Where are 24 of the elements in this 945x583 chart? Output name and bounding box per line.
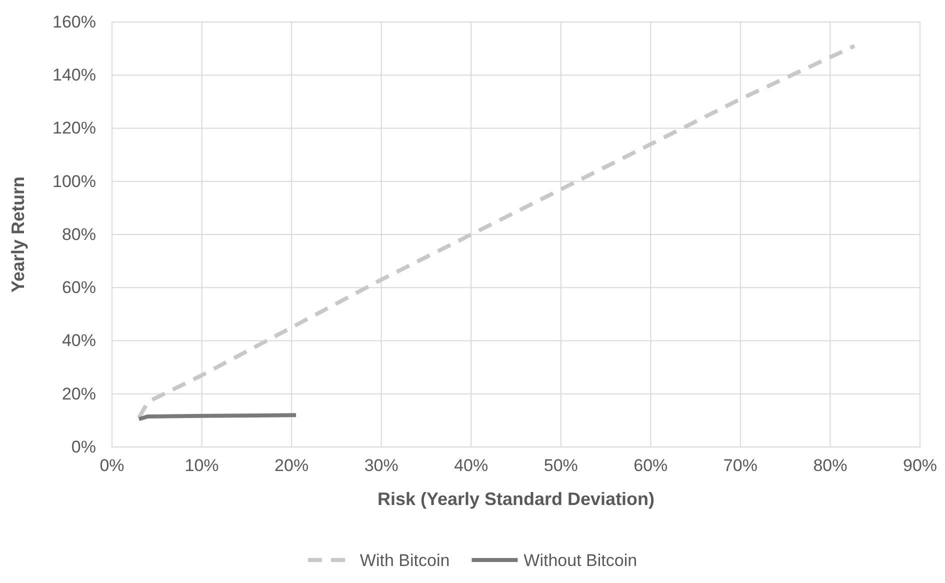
legend-label: Without Bitcoin: [524, 551, 638, 570]
y-tick-label: 100%: [52, 172, 96, 191]
x-tick-label: 0%: [100, 456, 124, 476]
x-tick-label: 70%: [723, 456, 758, 476]
y-tick-label: 20%: [62, 384, 96, 404]
y-tick-label: 0%: [71, 437, 96, 456]
y-tick-label: 80%: [62, 224, 96, 244]
x-tick-label: 30%: [364, 456, 398, 476]
y-tick-label: 140%: [52, 66, 96, 85]
x-tick-label: 10%: [184, 456, 219, 476]
y-tick-label: 40%: [62, 331, 96, 350]
y-tick-label: 60%: [62, 278, 96, 298]
x-axis-title: Risk (Yearly Standard Deviation): [377, 489, 655, 509]
x-tick-label: 90%: [902, 456, 938, 476]
y-tick-label: 160%: [52, 12, 96, 32]
line-series: [136, 44, 856, 420]
x-tick-label: 50%: [544, 456, 578, 476]
y-tick-label: 120%: [52, 118, 96, 138]
x-tick-label: 80%: [813, 456, 848, 476]
x-tick-label: 40%: [454, 456, 488, 476]
x-tick-label: 60%: [634, 456, 668, 476]
legend-label: With Bitcoin: [360, 551, 450, 570]
x-tick-label: 20%: [274, 456, 309, 476]
y-axis-title: Yearly Return: [8, 176, 28, 293]
